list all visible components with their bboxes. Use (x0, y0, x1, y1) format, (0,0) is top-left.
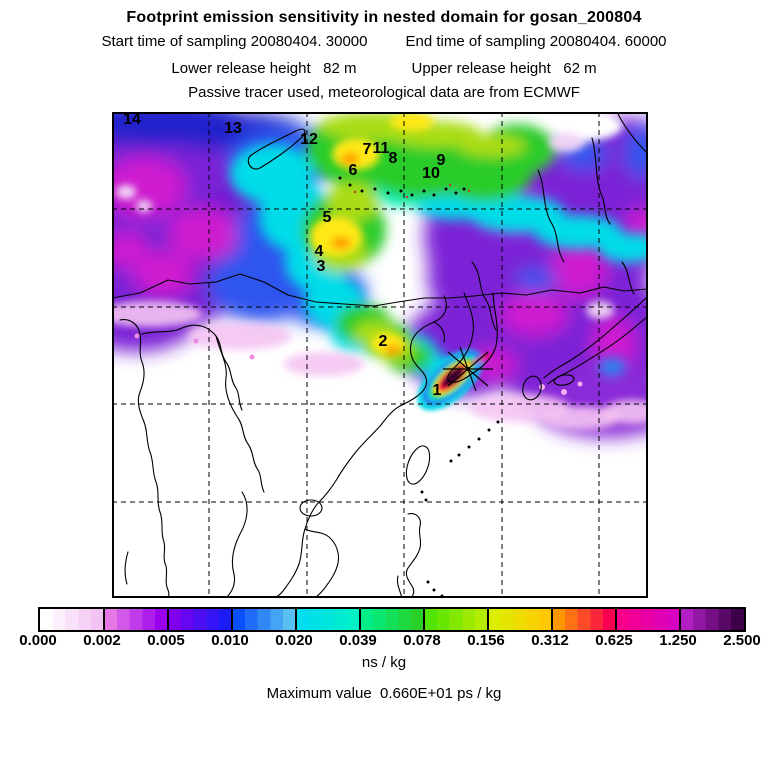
colorbar-segment (360, 609, 424, 630)
colorbar-segment (488, 609, 552, 630)
colorbar-tick-label: 0.156 (467, 632, 505, 649)
colorbar-tick-label: 0.039 (339, 632, 377, 649)
figure-title: Footprint emission sensitivity in nested… (126, 9, 642, 26)
sensitivity-field (112, 112, 648, 438)
max-value-label: Maximum value 0.660E+01 ps / kg (266, 685, 502, 702)
colorbar-separator (615, 609, 617, 630)
release-height-line: Lower release height 82 m Upper release h… (0, 60, 768, 77)
sampling-start-label: Start time of sampling 20080404. 30000 (101, 33, 368, 50)
colorbar-tick-label: 0.002 (83, 632, 121, 649)
colorbar-segment (552, 609, 616, 630)
colorbar-separator (487, 609, 489, 630)
colorbar-segment (168, 609, 232, 630)
sensitivity-map-figure (112, 112, 648, 598)
colorbar-segment (296, 609, 360, 630)
islet-dots (338, 176, 500, 598)
colorbar-separator (423, 609, 425, 630)
map-panel: 1 2 3 4 5 6 7 8 9 10 11 12 13 14 (112, 112, 648, 598)
colorbar-segment (104, 609, 168, 630)
colorbar-tick-label: 0.312 (531, 632, 569, 649)
colorbar-separator (295, 609, 297, 630)
colorbar-tick-label: 0.005 (147, 632, 185, 649)
pale-specks (134, 333, 583, 395)
upper-release-label: Upper release height 62 m (411, 60, 597, 77)
coastlines (112, 112, 648, 598)
colorbar-segment (680, 609, 744, 630)
lower-release-label: Lower release height 82 m (171, 60, 357, 77)
colorbar-tick-label: 2.500 (723, 632, 761, 649)
colorbar-tick-label: 0.078 (403, 632, 441, 649)
colorbar-separator (551, 609, 553, 630)
tracer-info-line: Passive tracer used, meteorological data… (188, 84, 580, 101)
colorbar-tick-label: 0.010 (211, 632, 249, 649)
colorbar-tick-label: 1.250 (659, 632, 697, 649)
colorbar-segment (616, 609, 680, 630)
colorbar-separator (359, 609, 361, 630)
colorbar-tick-label: 0.625 (595, 632, 633, 649)
colorbar-separator (103, 609, 105, 630)
sampling-time-line: Start time of sampling 20080404. 30000 En… (0, 33, 768, 50)
colorbar-ticks: 0.000 0.002 0.005 0.010 0.020 0.039 0.078 0.156… (19, 632, 761, 650)
map-frame (112, 112, 648, 598)
colorbar-units-label: ns / kg (361, 654, 407, 671)
colorbar-separator (167, 609, 169, 630)
colorbar-segment (232, 609, 296, 630)
sampling-end-label: End time of sampling 20080404. 60000 (405, 33, 667, 50)
colorbar (38, 607, 746, 632)
receptor-marker (443, 346, 493, 392)
colorbar-tick-label: 0.020 (275, 632, 313, 649)
gridlines (112, 112, 648, 598)
colorbar-segment (424, 609, 488, 630)
colorbar-segment (40, 609, 104, 630)
colorbar-separator (231, 609, 233, 630)
colorbar-tick-label: 0.000 (19, 632, 57, 649)
colorbar-separator (679, 609, 681, 630)
